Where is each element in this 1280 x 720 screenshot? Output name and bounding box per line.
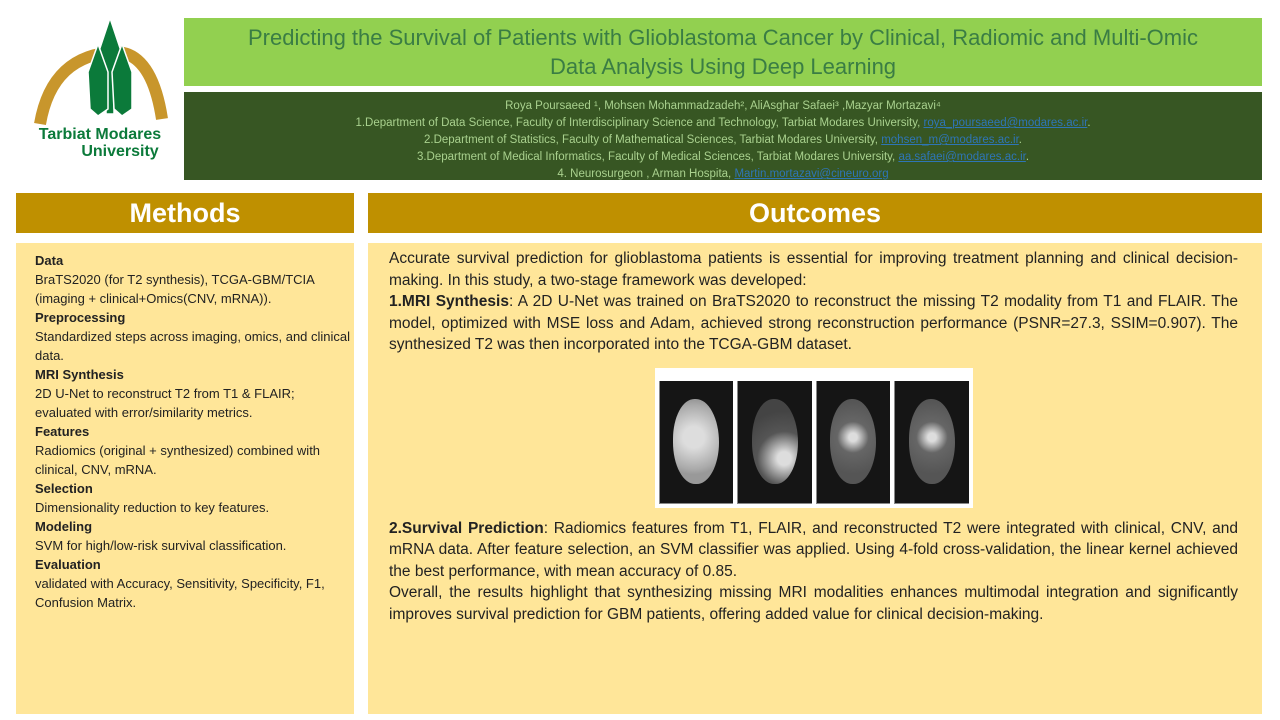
- figure-panel-title: Input FLAIR: [761, 374, 788, 387]
- affiliation-text: 3.Department of Medical Informatics, Fac…: [416, 151, 899, 163]
- title-line-1: Predicting the Survival of Patients with…: [247, 25, 1199, 50]
- mri-synthesis-paragraph: 1.MRI Synthesis: A 2D U-Net was trained …: [389, 291, 1238, 356]
- email-link[interactable]: Martin.mortazavi@cineuro.org: [734, 168, 889, 180]
- outcomes-panel: Accurate survival prediction for gliobla…: [368, 243, 1262, 714]
- survival-prediction-label: 2.Survival Prediction: [389, 519, 544, 537]
- affiliation: 3.Department of Medical Informatics, Fac…: [184, 149, 1262, 166]
- outcomes-intro: Accurate survival prediction for gliobla…: [389, 250, 1238, 289]
- methods-section-title: Modeling: [35, 519, 93, 534]
- university-logo: Tarbiat Modares University: [22, 14, 178, 160]
- methods-section-text: validated with Accuracy, Sensitivity, Sp…: [35, 576, 325, 610]
- methods-section-text: 2D U-Net to reconstruct T2 from T1 & FLA…: [35, 386, 295, 420]
- mri-synthesis-text: : A 2D U-Net was trained on BraTS2020 to…: [389, 293, 1238, 353]
- affiliation-text: 1.Department of Data Science, Faculty of…: [355, 117, 924, 129]
- author-names: Roya Poursaeed ¹, Mohsen Mohammadzadeh²,…: [505, 100, 941, 112]
- affiliation: 2.Department of Statistics, Faculty of M…: [184, 132, 1262, 149]
- methods-section-title: MRI Synthesis: [35, 367, 124, 382]
- affiliation: 1.Department of Data Science, Faculty of…: [184, 115, 1262, 132]
- methods-section-title: Data: [35, 253, 64, 268]
- methods-section-title: Preprocessing: [35, 310, 126, 325]
- affiliation-text: 2.Department of Statistics, Faculty of M…: [424, 134, 882, 146]
- methods-section-title: Features: [35, 424, 90, 439]
- survival-prediction-paragraph: 2.Survival Prediction: Radiomics feature…: [389, 518, 1238, 583]
- figure-panel: Input T1: [658, 374, 733, 504]
- mri-synthesis-label: 1.MRI Synthesis: [389, 293, 509, 310]
- figure-panel-title: Predicted T2: [917, 374, 945, 387]
- title-line-2: Data Analysis Using Deep Learning: [549, 54, 897, 79]
- affiliation-end: .: [1018, 134, 1022, 146]
- affiliation-end: .: [1025, 151, 1030, 163]
- affiliation: 4. Neurosurgeon , Arman Hospita, Martin.…: [184, 166, 1262, 183]
- mri-synthesis-figure: Input T1 Input FLAIR Ground Truth T2 Predic…: [654, 367, 973, 508]
- methods-section-text: SVM for high/low-risk survival classific…: [35, 538, 287, 553]
- figure-panel: Predicted T2: [894, 374, 969, 504]
- svg-text:Tarbiat Modares: Tarbiat Modares: [39, 126, 162, 143]
- figure-panel-title: Input T1: [687, 374, 705, 387]
- methods-section-text: Dimensionality reduction to key features…: [35, 500, 270, 515]
- outcomes-header: Outcomes: [368, 193, 1262, 233]
- figure-panel-title: Ground Truth T2: [834, 374, 871, 387]
- figure-panel: Ground Truth T2: [815, 374, 890, 504]
- email-link[interactable]: aa.safaei@modares.ac.ir: [898, 151, 1026, 163]
- methods-section-title: Selection: [35, 481, 93, 496]
- email-link[interactable]: roya_poursaeed@modares.ac.ir: [923, 117, 1088, 129]
- affiliation-text: 4. Neurosurgeon , Arman Hospita,: [557, 168, 735, 180]
- mri-slice-image: [658, 380, 733, 504]
- mri-slice-image: [815, 380, 890, 504]
- methods-section-text: Standardized steps across imaging, omics…: [35, 329, 351, 363]
- survival-prediction-text: : Radiomics features from T1, FLAIR, and…: [389, 519, 1238, 580]
- svg-text:University: University: [81, 143, 158, 160]
- mri-slice-image: [737, 380, 812, 504]
- authors-block: Roya Poursaeed ¹, Mohsen Mohammadzadeh²,…: [184, 92, 1262, 180]
- figure-panel: Input FLAIR: [737, 374, 812, 504]
- poster-title: Predicting the Survival of Patients with…: [184, 18, 1262, 86]
- affiliation-end: .: [1087, 117, 1091, 129]
- methods-section-text: BraTS2020 (for T2 synthesis), TCGA-GBM/T…: [35, 272, 315, 306]
- mri-slice-image: [894, 380, 969, 504]
- email-link[interactable]: mohsen_m@modares.ac.ir: [881, 134, 1019, 146]
- methods-section-text: Radiomics (original + synthesized) combi…: [35, 443, 321, 477]
- methods-header: Methods: [16, 193, 354, 233]
- methods-panel: Data BraTS2020 (for T2 synthesis), TCGA-G…: [16, 243, 354, 714]
- conclusion-paragraph: Overall, the results highlight that synt…: [389, 584, 1238, 623]
- methods-section-title: Evaluation: [35, 557, 101, 572]
